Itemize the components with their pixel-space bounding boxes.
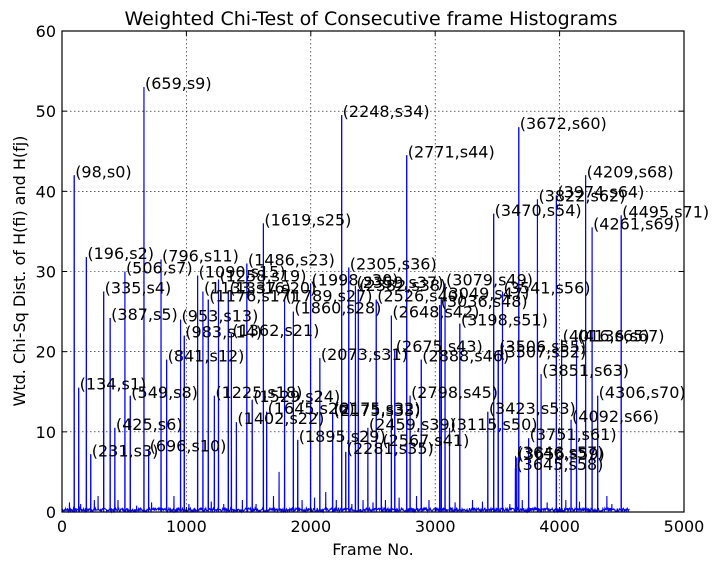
annotation-66: (4092,s66) — [572, 407, 659, 426]
annotation-50: (3115,s50) — [451, 415, 538, 434]
annotation-17: (1176,s17) — [209, 287, 296, 306]
annotation-55: (3506,s55) — [499, 337, 586, 356]
annotation-26: (1645,s26) — [268, 399, 355, 418]
annotation-57: (3646,s57) — [517, 443, 604, 462]
annotation-59: (3656,s59) — [518, 444, 605, 463]
series-line — [61, 87, 630, 514]
annotation-52: (3507,s52) — [499, 343, 586, 362]
annotation-3: (231,s3) — [92, 441, 159, 460]
annotation-33: (2175,s33) — [334, 401, 421, 420]
chart-title: Weighted Chi-Test of Consecutive frame H… — [124, 8, 617, 30]
annotation-25: (1619,s25) — [264, 210, 351, 229]
annotation-65: (4016,s65) — [563, 327, 650, 346]
y-tick-label-5: 50 — [36, 102, 56, 121]
y-tick-label-4: 40 — [36, 182, 56, 201]
annotation-51: (3198,s51) — [461, 311, 548, 330]
annotation-12: (841,s12) — [168, 347, 245, 366]
y-tick-label-0: 0 — [46, 503, 56, 522]
y-axis-label: Wtd. Chi-Sq Dist. of H(fi) and H(fj) — [10, 136, 29, 407]
axis-ticks: 0 1000 2000 3000 4000 5000 0 10 20 30 40 50 60 — [36, 22, 705, 536]
annotations: (98,s0)(134,s1)(196,s2)(231,s3)(335,s4)(… — [75, 74, 709, 474]
annotation-16: (1133,s16) — [204, 279, 291, 298]
annotation-58: (3645,s58) — [516, 455, 603, 474]
annotation-41: (2567,s41) — [382, 431, 469, 450]
annotation-15: (1090,s15) — [199, 263, 286, 282]
annotation-7: (506,s7) — [126, 259, 193, 278]
annotation-54: (3470,s54) — [495, 201, 582, 220]
annotation-37: (2359,s37) — [356, 273, 443, 292]
annotation-2: (196,s2) — [87, 244, 154, 263]
annotation-32: (2175,s32) — [334, 399, 421, 418]
annotation-67: (4136,s67) — [578, 327, 665, 346]
annotation-43: (2675,s43) — [396, 337, 483, 356]
y-tick-label-1: 10 — [36, 423, 56, 442]
annotation-69: (4261,s69) — [593, 214, 680, 233]
annotation-42: (2648,s42) — [392, 303, 479, 322]
annotation-13: (953,s13) — [182, 307, 259, 326]
annotation-40: (2526,s40) — [377, 287, 464, 306]
annotation-38: (2382,s38) — [359, 276, 446, 295]
annotation-53: (3423,s53) — [489, 399, 576, 418]
annotation-34: (2248,s34) — [343, 102, 430, 121]
annotation-31: (2073,s31) — [321, 345, 408, 364]
x-tick-label-0: 0 — [57, 517, 67, 536]
annotation-14: (983,s14) — [185, 323, 262, 342]
annotation-11: (796,s11) — [162, 246, 239, 265]
x-tick-label-2: 2000 — [290, 517, 331, 536]
annotation-18: (1225,s18) — [215, 383, 302, 402]
annotation-22: (1402,s22) — [237, 409, 324, 428]
annotation-19: (1258,s19) — [219, 267, 306, 286]
annotation-10: (696,s10) — [150, 436, 227, 455]
annotation-20: (1337,s20) — [229, 279, 316, 298]
annotation-1: (134,s1) — [80, 375, 147, 394]
y-tick-label-6: 60 — [36, 22, 56, 41]
annotation-4: (335,s4) — [105, 279, 172, 298]
annotation-56: (3541,s56) — [504, 279, 591, 298]
annotation-45: (2798,s45) — [411, 383, 498, 402]
x-tick-label-1: 1000 — [166, 517, 207, 536]
x-axis-label: Frame No. — [332, 540, 414, 559]
annotation-8: (549,s8) — [131, 383, 198, 402]
annotation-30: (1998,s30) — [312, 271, 399, 290]
annotation-62: (3822,s62) — [538, 186, 625, 205]
annotation-64: (3974,s64) — [557, 182, 644, 201]
annotation-39: (2459,s39) — [369, 415, 456, 434]
annotation-28: (1860,s28) — [294, 299, 381, 318]
series-path — [61, 87, 630, 514]
annotation-6: (425,s6) — [116, 415, 183, 434]
annotation-9: (659,s9) — [145, 74, 212, 93]
annotation-36: (2305,s36) — [350, 254, 437, 273]
x-tick-label-4: 4000 — [539, 517, 580, 536]
annotation-63: (3851,s63) — [542, 361, 629, 380]
annotation-47: (3049,s47) — [442, 284, 529, 303]
annotation-44: (2771,s44) — [408, 142, 495, 161]
annotation-29: (1895,s29) — [299, 427, 386, 446]
annotation-70: (4306,s70) — [599, 383, 686, 402]
annotation-23: (1486,s23) — [248, 250, 335, 269]
annotation-21: (1362,s21) — [232, 321, 319, 340]
annotation-60: (3672,s60) — [520, 114, 607, 133]
annotation-24: (1529,s24) — [253, 387, 340, 406]
annotation-35: (2281,s35) — [347, 439, 434, 458]
annotation-5: (387,s5) — [111, 305, 178, 324]
annotation-61: (3751,s61) — [530, 425, 617, 444]
annotation-48: (3036,s48) — [441, 292, 528, 311]
annotation-49: (3079,s49) — [446, 271, 533, 290]
annotation-27: (1789,s27) — [286, 287, 373, 306]
x-tick-label-3: 3000 — [415, 517, 456, 536]
x-tick-label-5: 5000 — [664, 517, 705, 536]
annotation-68: (4209,s68) — [587, 162, 674, 181]
y-tick-label-3: 30 — [36, 263, 56, 282]
annotation-71: (4495,s71) — [622, 202, 709, 221]
y-tick-label-2: 20 — [36, 343, 56, 362]
annotation-0: (98,s0) — [75, 162, 131, 181]
annotation-46: (2888,s46) — [422, 347, 509, 366]
